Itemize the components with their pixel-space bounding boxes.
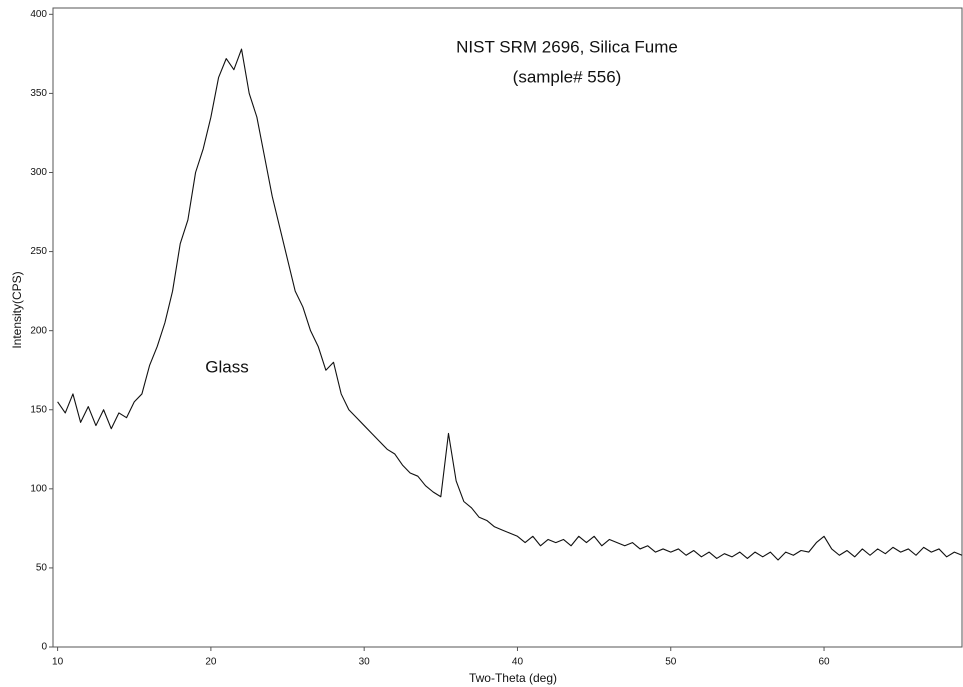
x-tick-label: 50: [665, 657, 677, 668]
y-tick-label: 100: [30, 483, 47, 494]
chart-subtitle: (sample# 556): [513, 67, 622, 86]
y-axis-label: Intensity(CPS): [10, 271, 24, 348]
y-tick-label: 50: [36, 563, 48, 574]
x-tick-label: 60: [818, 657, 830, 668]
y-tick-label: 0: [41, 642, 47, 653]
annotation: Glass: [205, 357, 248, 376]
chart-title: NIST SRM 2696, Silica Fume: [456, 37, 678, 56]
x-tick-label: 30: [359, 657, 371, 668]
y-tick-label: 150: [30, 404, 47, 415]
x-tick-label: 10: [52, 657, 64, 668]
x-axis-label: Two-Theta (deg): [469, 671, 557, 685]
data-line: [57, 48, 963, 561]
x-tick-label: 40: [512, 657, 524, 668]
y-tick-label: 400: [30, 9, 47, 20]
y-tick-label: 300: [30, 167, 47, 178]
x-tick-label: 20: [205, 657, 217, 668]
y-tick-label: 250: [30, 246, 47, 257]
plot-frame: [52, 7, 963, 648]
y-tick-label: 350: [30, 88, 47, 99]
y-tick-label: 200: [30, 325, 47, 336]
